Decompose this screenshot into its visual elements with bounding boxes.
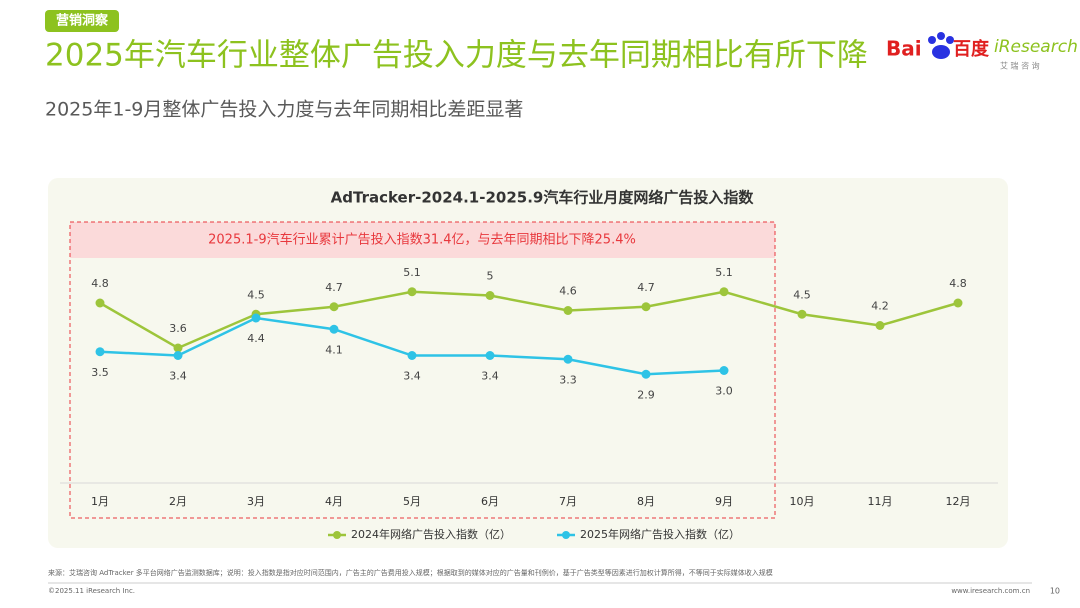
x-tick-label: 8月 [637,495,655,508]
page-number: 10 [1050,587,1060,596]
subtitle: 2025年1-9月整体广告投入力度与去年同期相比差距显著 [45,99,523,121]
annotation: 2025.1-9汽车行业累计广告投入指数31.4亿，与去年同期相比下降25.4% [208,232,636,248]
data-label: 4.8 [91,277,109,290]
data-label: 4.5 [247,288,265,301]
point [953,298,963,308]
baidu-cn: 百度 [953,38,990,60]
point [407,351,417,360]
data-label: 4.2 [871,300,889,313]
data-label: 4.7 [325,281,343,294]
point [719,366,729,375]
x-tick-label: 7月 [559,495,577,508]
point [95,347,105,357]
data-label: 3.6 [169,322,187,335]
point [563,306,573,315]
chart-title: AdTracker-2024.1-2025.9汽车行业月度网络广告投入指数 [331,189,755,207]
point [329,324,339,334]
legend-marker [562,531,570,539]
iresearch-cn: 艾 瑞 咨 询 [1000,61,1040,71]
series-line [99,290,959,350]
data-label: 5 [487,270,494,283]
data-label: 4.1 [325,343,343,356]
x-tick-label: 9月 [715,495,733,508]
title: 2025年汽车行业整体广告投入力度与去年同期相比有所下降 [45,38,868,74]
baidu-paw [928,32,954,59]
point [563,354,573,364]
data-label: 4.8 [949,277,967,290]
data-label: 3.0 [715,385,733,398]
point [173,343,183,353]
tag: 营销洞察 [56,13,109,29]
annotation-band [70,222,775,258]
data-label: 3.4 [481,370,499,383]
x-tick-label: 1月 [91,495,109,508]
data-label: 4.6 [559,285,577,298]
x-tick-label: 10月 [790,495,815,508]
point [797,309,807,319]
data-label: 5.1 [715,266,733,279]
data-label: 3.3 [559,373,577,386]
data-label: 4.7 [637,281,655,294]
point [407,287,417,297]
baidu-logo: Bai [886,37,922,61]
point [641,302,651,312]
legend-label: 2024年网络广告投入指数（亿） [351,527,511,541]
point [485,291,495,300]
x-tick-label: 2月 [169,495,187,508]
point [719,287,729,297]
data-label: 3.5 [91,366,109,379]
point [485,351,495,360]
data-label: 4.5 [793,288,811,301]
x-tick-label: 5月 [403,495,421,508]
url: www.iresearch.com.cn [951,587,1030,595]
copyright: ©2025.11 iResearch Inc. [48,587,135,595]
data-label: 2.9 [637,388,655,401]
point [329,302,339,312]
x-tick-label: 4月 [325,495,343,508]
point [95,298,105,308]
source: 来源：艾瑞咨询 AdTracker 多平台网络广告监测数据库；说明：投入指数是指… [48,568,773,577]
chart-panel [48,178,1008,548]
data-label: 3.4 [403,370,421,383]
highlight-box [69,221,776,519]
data-label: 5.1 [403,266,421,279]
point [251,313,261,323]
x-tick-label: 12月 [946,495,971,508]
data-label: 3.4 [169,370,187,383]
x-tick-label: 11月 [868,495,893,508]
x-tick-label: 3月 [247,495,265,508]
legend-label: 2025年网络广告投入指数（亿） [580,527,740,541]
iresearch-logo: iResearch [994,37,1078,57]
point [173,351,183,360]
data-label: 4.4 [247,332,265,345]
point [875,321,885,330]
legend-marker [333,531,341,539]
tag-box [45,10,119,32]
x-tick-label: 6月 [481,495,499,508]
point [641,369,651,379]
